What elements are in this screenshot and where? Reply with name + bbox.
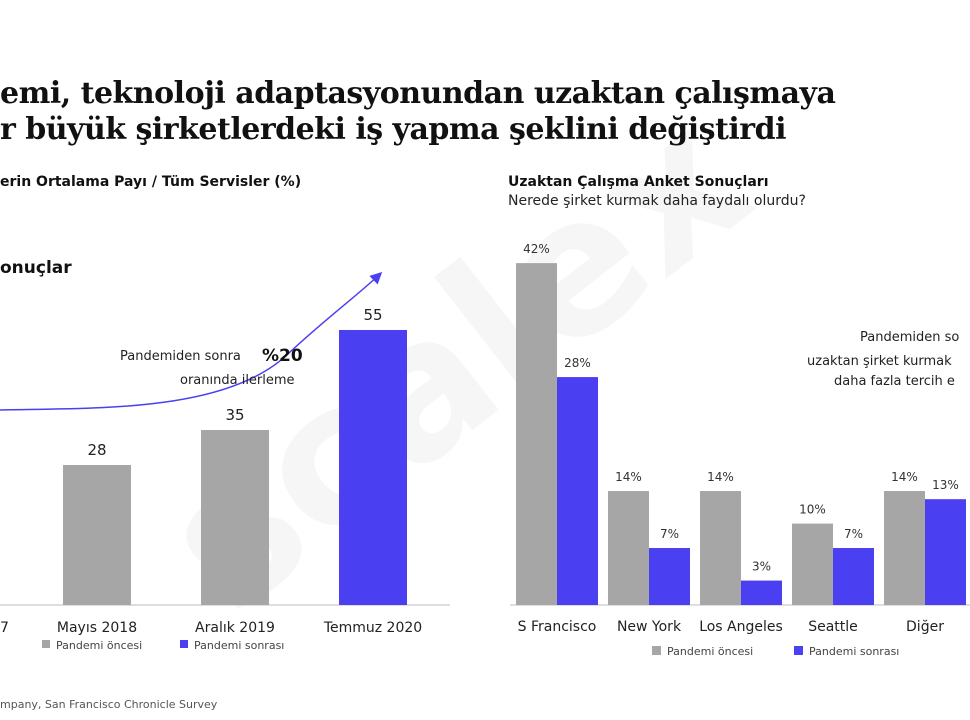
x-tick-label-1: S Francisco — [518, 619, 597, 635]
x-tick-label-5: Diğer — [906, 619, 944, 635]
title-line-2: r büyük şirketlerdeki iş yapma şeklini d… — [0, 112, 786, 147]
bar-label-before-5: 14% — [891, 470, 918, 484]
x-tick-label-2: Aralık 2019 — [195, 620, 275, 636]
note-line-3: daha fazla tercih e — [834, 374, 955, 389]
legend-label-before: Pandemi öncesi — [667, 645, 753, 658]
legend-swatch-before — [42, 640, 50, 648]
left-bar-chart: Pandemiden sonra %20 oranında ilerleme 7… — [0, 271, 450, 652]
legend-label-after: Pandemi sonrası — [194, 639, 284, 652]
bar-label-after-3: 3% — [752, 560, 771, 574]
bar-label-before-3: 14% — [707, 470, 734, 484]
bar-2 — [201, 430, 269, 605]
bar-after-2 — [649, 548, 690, 605]
bar-after-1 — [557, 377, 598, 605]
x-tick-label-1: Mayıs 2018 — [57, 620, 137, 636]
bar-3 — [339, 330, 407, 605]
annotation-line-1: Pandemiden sonra — [120, 349, 241, 364]
legend-label-before: Pandemi öncesi — [56, 639, 142, 652]
x-tick-label-3: Temmuz 2020 — [323, 620, 422, 636]
bar-label-before-2: 14% — [615, 470, 642, 484]
bar-label-after-2: 7% — [660, 527, 679, 541]
bar-1 — [63, 465, 131, 605]
source-note: mpany, San Francisco Chronicle Survey — [0, 698, 218, 711]
annotation-line-2: oranında ilerleme — [180, 373, 295, 388]
left-chart-subtitle: erin Ortalama Payı / Tüm Servisler (%) — [0, 174, 302, 190]
legend-swatch-before — [652, 646, 661, 655]
note-line-1: Pandemiden so — [860, 330, 959, 345]
x-tick-label-4: Seattle — [808, 619, 858, 635]
bar-before-4 — [792, 523, 833, 605]
bar-before-1 — [516, 263, 557, 605]
results-label: onuçlar — [0, 258, 72, 278]
bar-label-after-5: 13% — [932, 478, 959, 492]
bar-after-3 — [741, 580, 782, 605]
page-title: emi, teknoloji adaptasyonundan uzaktan ç… — [0, 76, 970, 148]
clipped-tick-label: 7 — [0, 620, 9, 636]
right-chart-question: Nerede şirket kurmak daha faydalı olurdu… — [508, 193, 806, 209]
title-line-1: emi, teknoloji adaptasyonundan uzaktan ç… — [0, 76, 836, 111]
bar-label-after-1: 28% — [564, 356, 591, 370]
legend-swatch-after — [794, 646, 803, 655]
bar-after-5 — [925, 499, 966, 605]
bar-before-3 — [700, 491, 741, 605]
bar-after-4 — [833, 548, 874, 605]
note-line-2: uzaktan şirket kurmak — [807, 354, 952, 369]
annotation-highlight: %20 — [262, 346, 303, 366]
bar-label-after-4: 7% — [844, 527, 863, 541]
right-bar-chart: Pandemiden so uzaktan şirket kurmak daha… — [510, 242, 970, 658]
legend-swatch-after — [180, 640, 188, 648]
x-tick-label-3: Los Angeles — [699, 619, 783, 635]
bar-before-2 — [608, 491, 649, 605]
bar-label-2: 35 — [225, 406, 244, 424]
bar-label-3: 55 — [363, 306, 382, 324]
bar-label-1: 28 — [87, 441, 106, 459]
x-tick-label-2: New York — [617, 619, 682, 635]
trend-arrow — [0, 271, 383, 411]
bar-before-5 — [884, 491, 925, 605]
right-chart-subtitle: Uzaktan Çalışma Anket Sonuçları — [508, 174, 769, 190]
legend-label-after: Pandemi sonrası — [809, 645, 899, 658]
bar-label-before-1: 42% — [523, 242, 550, 256]
bar-label-before-4: 10% — [799, 503, 826, 517]
